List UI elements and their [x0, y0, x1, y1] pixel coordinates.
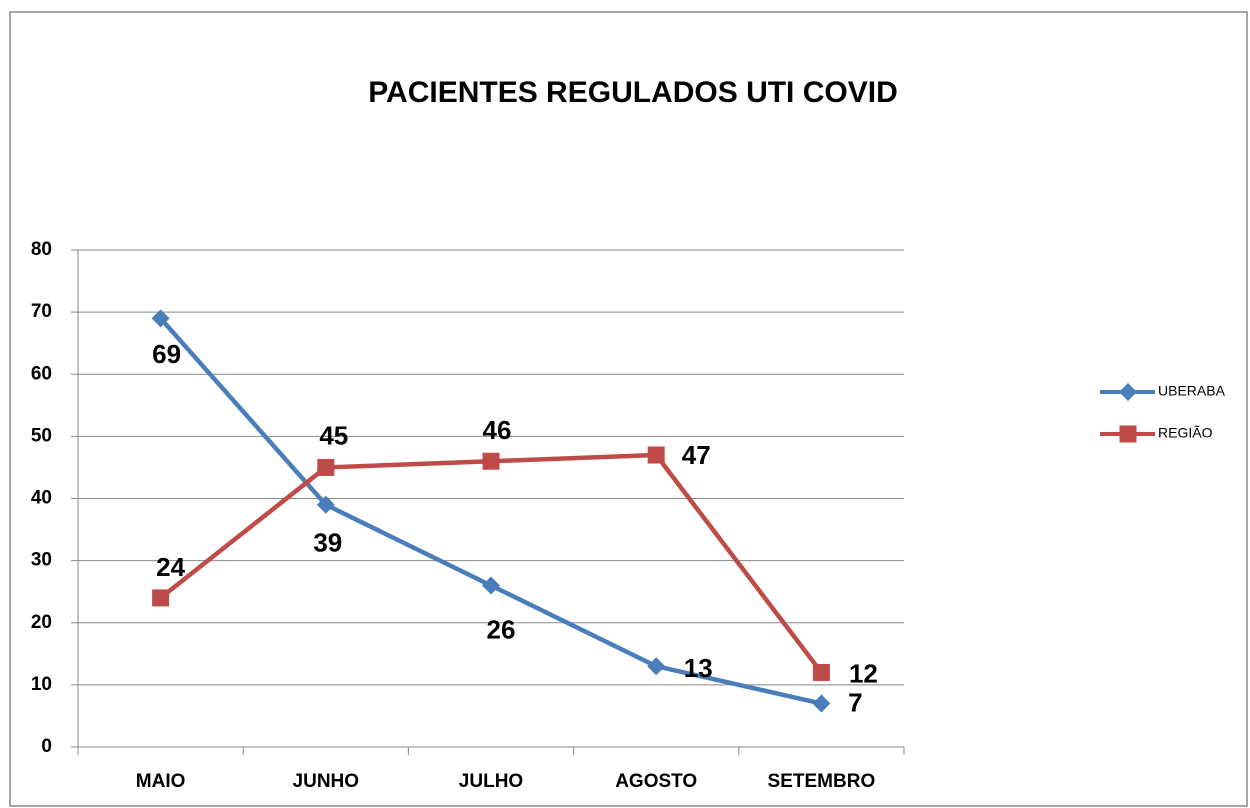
- marker: [1119, 425, 1137, 443]
- marker: [812, 663, 830, 681]
- marker: [316, 495, 335, 514]
- data-label: 47: [682, 440, 711, 470]
- x-tick-label: SETEMBRO: [768, 771, 876, 792]
- data-label: 26: [487, 614, 516, 644]
- y-tick-label: 70: [31, 301, 52, 322]
- chart-title: PACIENTES REGULADOS UTI COVID: [368, 76, 897, 109]
- x-tick-label: MAIO: [136, 771, 186, 792]
- y-tick-label: 20: [31, 612, 52, 633]
- x-tick-label: JULHO: [459, 771, 523, 792]
- x-tick-label: JUNHO: [293, 771, 360, 792]
- y-tick-label: 10: [31, 674, 52, 695]
- marker: [1119, 383, 1137, 401]
- x-tick-label: AGOSTO: [615, 771, 697, 792]
- y-tick-label: 40: [31, 488, 52, 509]
- y-tick-label: 80: [31, 239, 52, 260]
- marker: [317, 458, 335, 476]
- marker: [647, 446, 665, 464]
- data-label: 24: [156, 552, 185, 582]
- marker: [482, 576, 500, 595]
- data-label: 39: [313, 528, 342, 558]
- data-label: 46: [483, 415, 512, 445]
- data-label: 13: [684, 653, 713, 683]
- legend-label: REGIÃO: [1158, 425, 1213, 441]
- marker: [151, 309, 170, 328]
- data-label: 69: [152, 339, 181, 369]
- y-tick-label: 30: [31, 550, 52, 571]
- marker: [482, 452, 500, 470]
- y-tick-label: 0: [41, 736, 52, 757]
- marker: [812, 694, 831, 713]
- chart-border: [9, 11, 1248, 807]
- marker: [152, 589, 170, 607]
- legend-label: UBERABA: [1158, 383, 1226, 399]
- y-tick-label: 60: [31, 363, 52, 384]
- data-label: 7: [848, 687, 862, 717]
- y-tick-label: 50: [31, 425, 52, 446]
- data-label: 12: [849, 658, 878, 688]
- data-label: 45: [319, 420, 348, 450]
- marker: [647, 657, 666, 676]
